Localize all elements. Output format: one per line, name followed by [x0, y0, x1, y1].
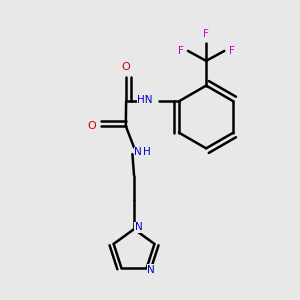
Text: F: F: [229, 46, 235, 56]
Text: O: O: [122, 62, 130, 72]
Text: F: F: [178, 46, 184, 56]
Text: HN: HN: [137, 95, 153, 105]
Text: H: H: [143, 148, 151, 158]
Text: N: N: [135, 222, 142, 233]
Text: N: N: [134, 148, 142, 158]
Text: O: O: [88, 121, 97, 131]
Text: N: N: [147, 265, 155, 275]
Text: F: F: [203, 29, 209, 39]
